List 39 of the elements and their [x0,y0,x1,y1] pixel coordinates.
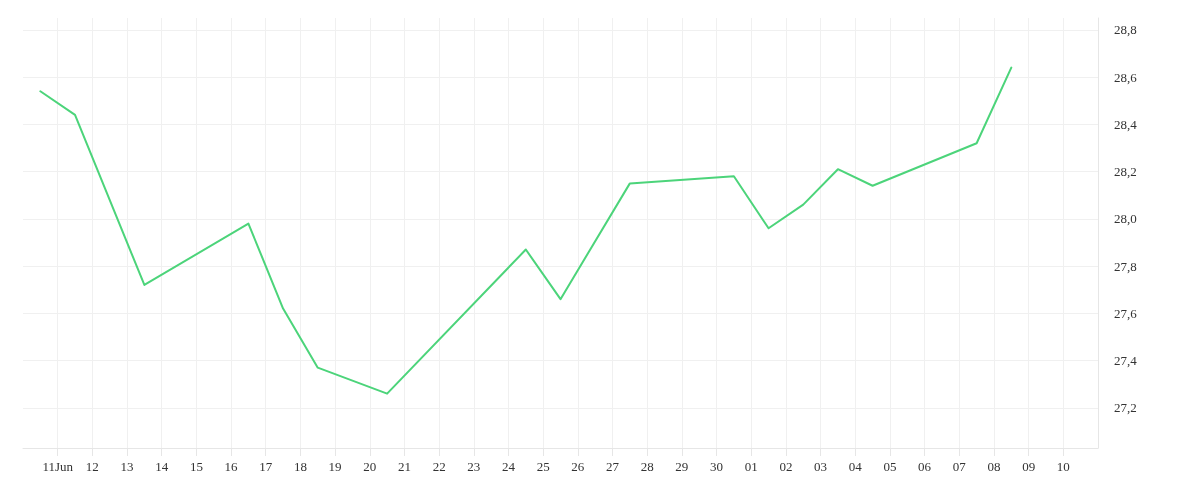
y-tick-label: 28,6 [1114,69,1138,85]
x-tick-label: 03 [814,459,828,474]
x-tick-label: 30 [710,459,724,474]
x-tick-label: 25 [536,459,550,474]
y-tick-label: 27,6 [1114,305,1138,321]
x-tick-label: 17 [259,459,273,474]
x-tick-label: 07 [952,459,967,474]
x-tick-label: 06 [918,459,932,474]
x-tick-label: 04 [848,459,863,474]
x-tick-label: 14 [155,459,169,474]
x-tick-label: 24 [501,459,516,474]
x-tick-label: 09 [1022,459,1036,474]
x-tick-label: 15 [189,459,203,474]
x-tick-label: 10 [1056,459,1070,474]
x-tick-label: 05 [883,459,897,474]
x-tick-label: 20 [363,459,377,474]
x-tick-label: 26 [571,459,585,474]
x-tick-label: 19 [328,459,342,474]
x-tick-label: 11Jun [42,459,74,474]
x-tick-label: 01 [744,459,758,474]
x-tick-label: 02 [779,459,793,474]
y-tick-label: 27,2 [1114,400,1137,416]
y-tick-label: 28,0 [1114,211,1137,227]
x-tick-label: 28 [640,459,654,474]
x-tick-label: 21 [397,459,411,474]
x-tick-label: 23 [467,459,481,474]
x-tick-label: 27 [606,459,620,474]
x-tick-label: 18 [293,459,307,474]
y-tick-label: 28,2 [1114,164,1137,180]
x-tick-label: 29 [675,459,689,474]
y-tick-label: 27,8 [1114,258,1137,274]
x-tick-label: 12 [85,459,99,474]
x-tick-label: 22 [432,459,446,474]
y-tick-label: 28,8 [1114,22,1137,38]
x-tick-label: 08 [987,459,1001,474]
y-tick-label: 28,4 [1114,116,1138,132]
y-tick-label: 27,4 [1114,353,1138,369]
x-tick-label: 16 [224,459,239,474]
x-tick-label: 13 [120,459,134,474]
